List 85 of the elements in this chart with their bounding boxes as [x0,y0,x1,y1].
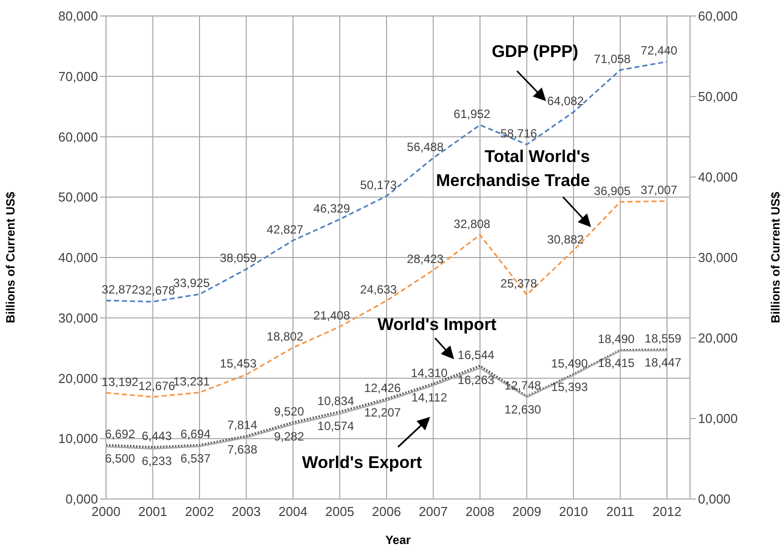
data-label: 18,415 [598,356,635,370]
data-label: 32,808 [454,216,491,231]
x-tick-label: 2008 [466,504,494,520]
x-tick-label: 2006 [372,504,401,520]
x-tick-label: 2001 [138,504,168,520]
data-label: 33,925 [173,276,210,290]
y-axis-title: Billions of Current US$ [3,192,18,324]
y2-tick-label: 30,000 [698,250,738,266]
data-label: 16,263 [458,373,495,388]
y-tick-label: 60,000 [58,129,98,144]
data-label: 16,544 [458,348,495,362]
x-tick-label: 2004 [278,504,308,520]
y2-tick-label: 0,000 [698,492,731,507]
y-tick-label: 0,000 [65,492,98,507]
x-tick-label: 2011 [606,504,634,520]
y2-tick-label: 40,000 [698,170,738,185]
x-tick-label: 2012 [652,504,682,520]
data-label: 36,905 [594,184,631,198]
y-tick-label: 30,000 [58,310,98,326]
x-tick-label: 2009 [512,504,542,520]
data-label: 58,716 [500,126,538,140]
data-label: 10,574 [317,418,354,433]
y2-tick-label: 50,000 [698,89,738,104]
data-label: 32,872 [102,282,139,297]
data-label: 14,310 [410,366,448,380]
text: GDP (PPP) [492,42,578,61]
data-label: 18,559 [644,332,682,346]
x-tick-label: 2007 [418,504,448,520]
data-label: 6,500 [104,452,136,466]
data-label: 42,827 [266,222,304,236]
x-tick-label: 2003 [232,504,261,520]
data-label: 12,630 [504,402,542,416]
data-label: 25,378 [500,276,538,291]
y-tick-label: 40,000 [58,250,98,266]
text: World's Import [378,315,497,334]
data-label: 56,488 [406,140,444,154]
series-label: World's Export [302,453,422,472]
y-tick-label: 50,000 [58,190,98,205]
x-tick-label: 2002 [185,504,214,520]
y-tick-label: 10,000 [58,431,98,446]
data-label: 18,802 [266,330,304,344]
data-label: 9,282 [274,429,304,444]
data-label: 13,231 [173,374,210,388]
y-tick-label: 70,000 [58,68,98,84]
data-label: 6,694 [180,427,211,442]
data-label: 12,207 [364,406,402,420]
data-label: 12,676 [138,378,176,393]
x-tick-label: 2005 [325,504,354,520]
data-label: 14,112 [411,390,448,404]
data-label: 6,692 [104,427,136,442]
data-label: 12,426 [364,380,402,395]
data-label: 21,408 [313,308,350,323]
data-label: 37,007 [640,183,678,198]
data-label: 72,440 [640,44,678,58]
y2-tick-label: 10,000 [698,411,738,426]
data-label: 10,834 [317,394,354,408]
data-label: 7,638 [227,442,258,457]
data-label: 30,882 [547,232,584,246]
x-tick-label: 2000 [92,504,120,520]
x-tick-label: 2010 [559,504,588,520]
y2-tick-label: 60,000 [698,8,738,24]
data-label: 15,490 [551,356,588,370]
x-axis-title: Year [385,533,412,546]
data-label: 13,192 [102,374,139,389]
data-label: 28,423 [406,252,444,266]
data-label: 61,952 [454,106,491,121]
data-label: 6,537 [180,451,211,466]
data-label: 24,633 [360,282,398,297]
data-label: 38,059 [220,251,257,266]
data-label: 71,058 [594,52,631,66]
data-label: 50,173 [360,178,398,192]
data-label: 15,393 [551,380,588,394]
data-label: 18,447 [644,356,682,370]
y-tick-label: 20,000 [58,370,98,386]
data-label: 7,814 [227,418,258,432]
data-label: 18,490 [598,332,635,346]
data-label: 64,082 [547,94,584,108]
data-label: 15,453 [220,356,257,371]
y2-axis-title: Billions of Current US$ [768,192,782,324]
data-label: 46,329 [313,201,350,216]
y2-tick-label: 20,000 [698,330,738,346]
data-label: 9,520 [274,404,304,418]
y-tick-label: 80,000 [58,8,98,24]
data-label: 6,233 [142,454,172,468]
data-label: 6,443 [142,429,172,444]
